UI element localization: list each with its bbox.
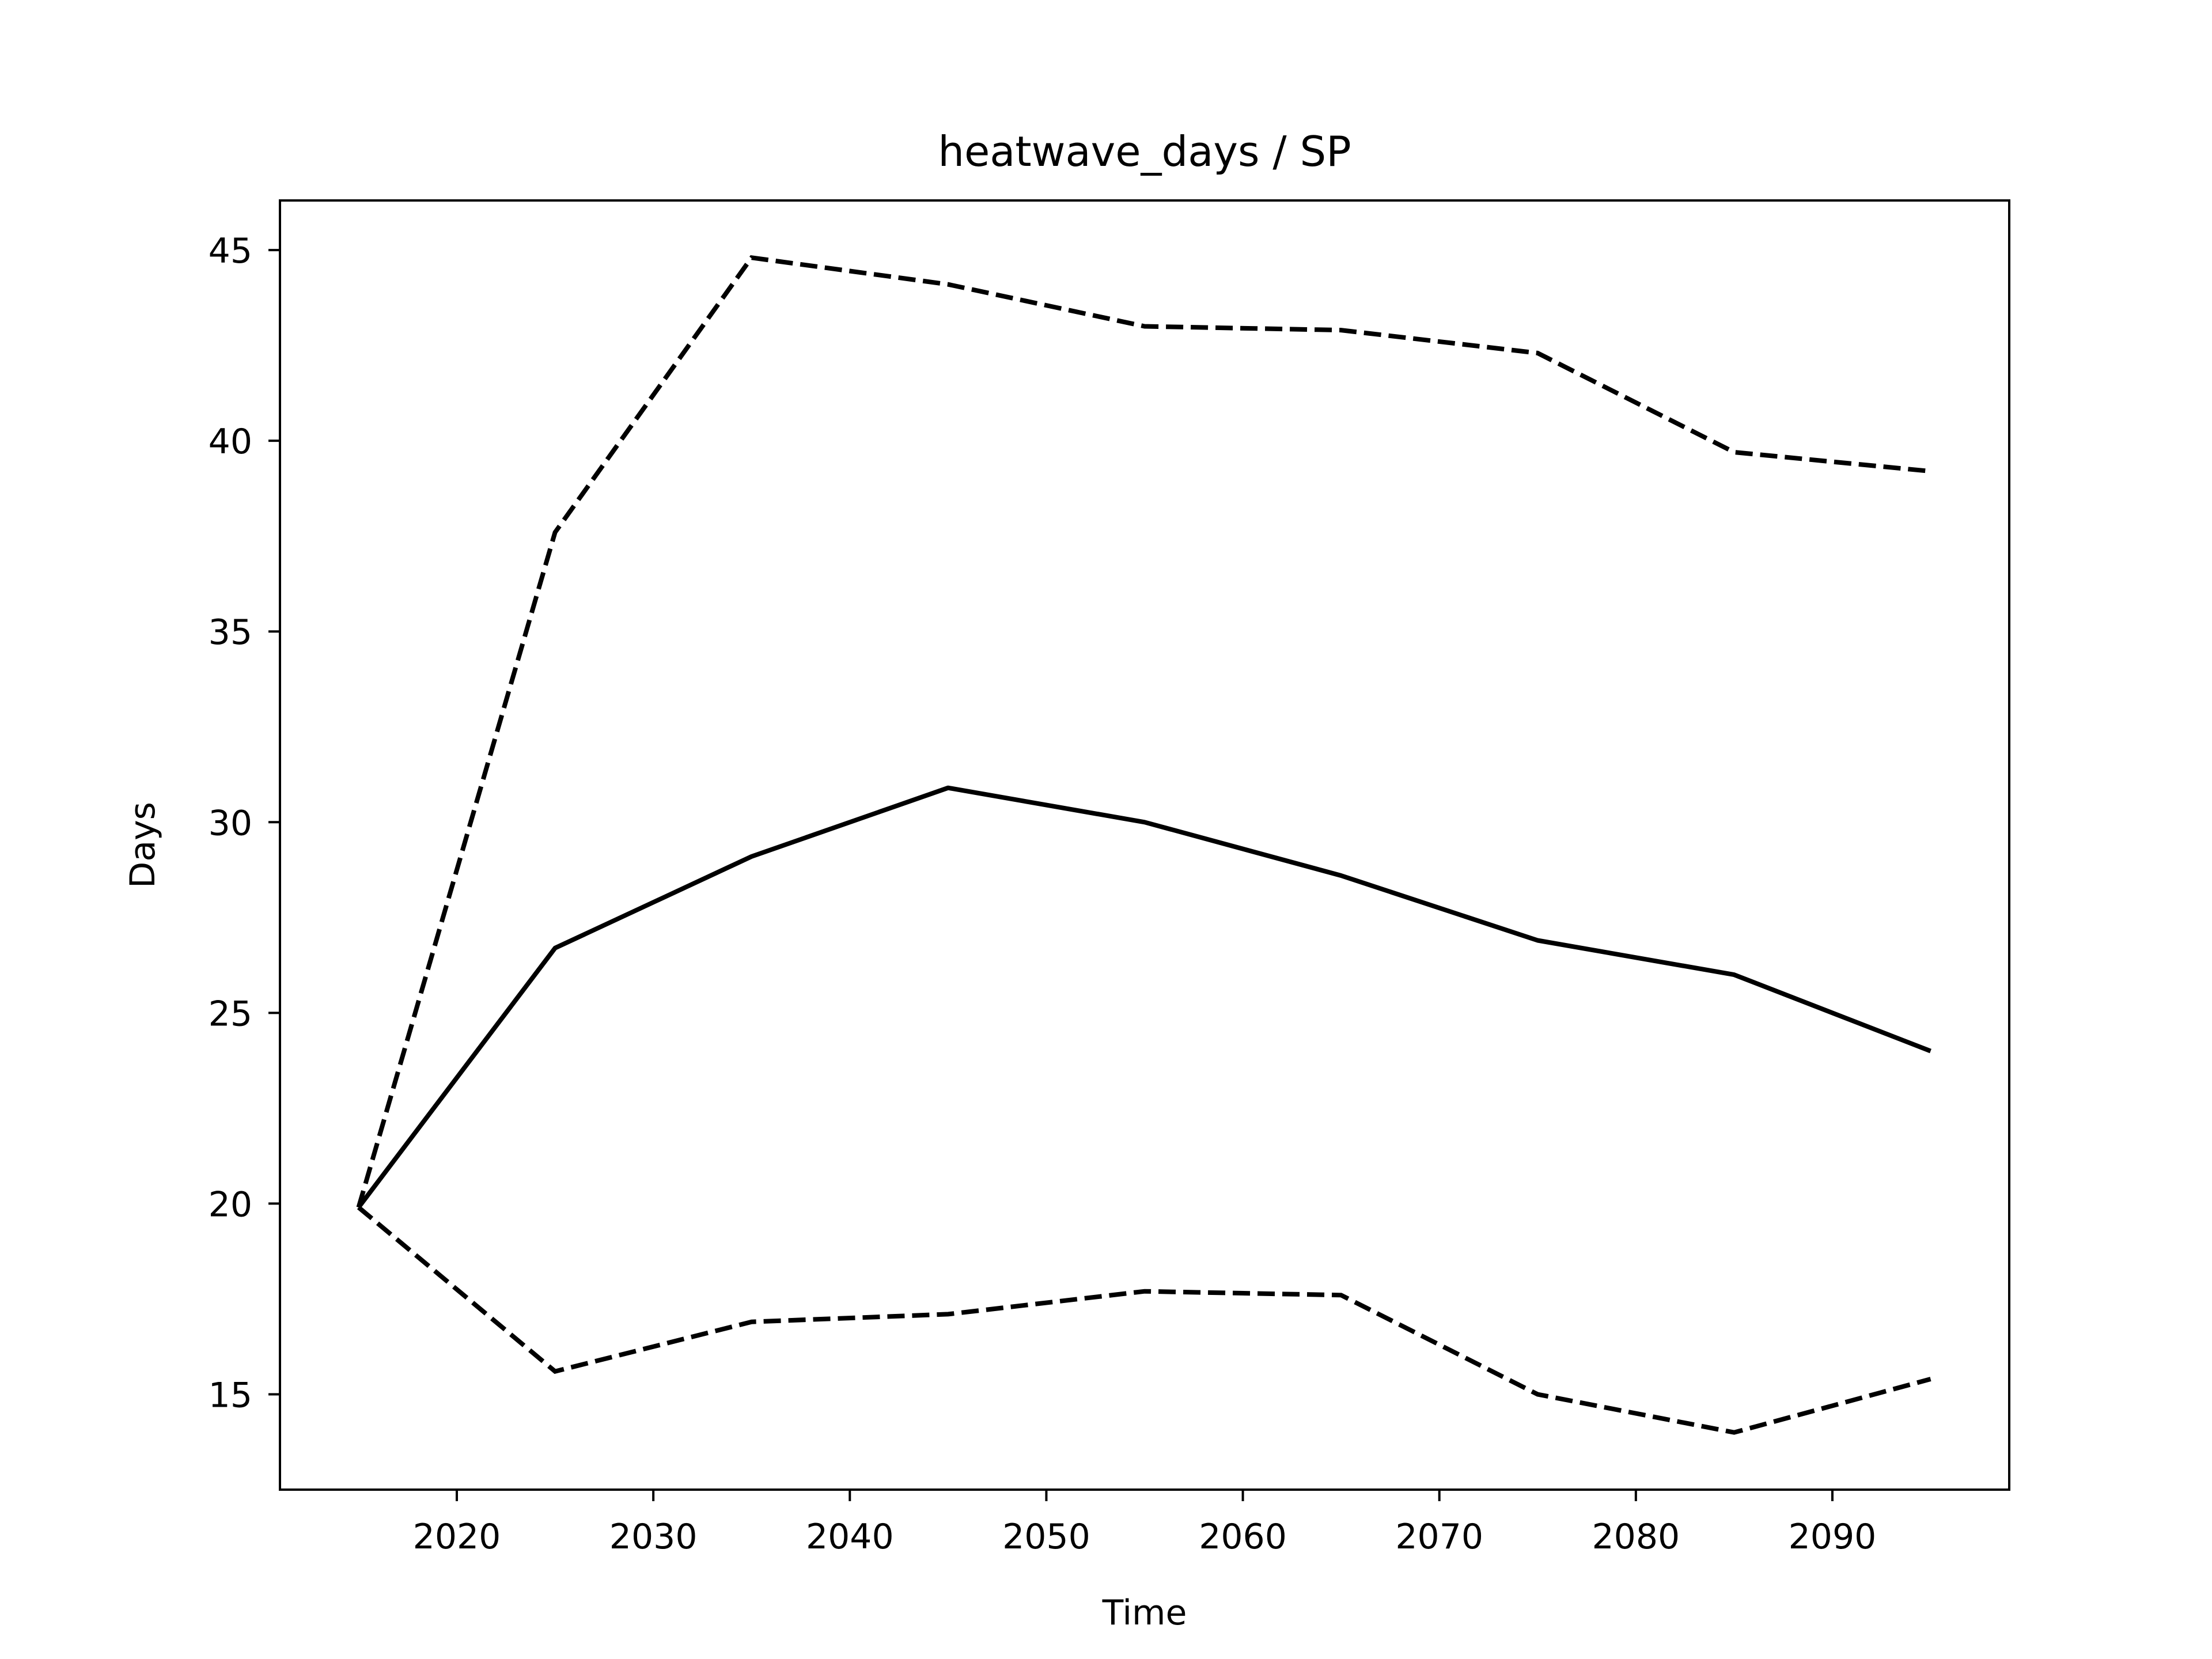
y-tick-label: 25 xyxy=(209,994,252,1034)
dashed-series-line-1 xyxy=(356,255,1931,1209)
x-tick-label: 2040 xyxy=(806,1517,894,1557)
y-tick-label: 20 xyxy=(209,1184,252,1225)
y-tick-label: 45 xyxy=(209,231,252,271)
x-tick-label: 2070 xyxy=(1395,1517,1483,1557)
dashed-series-line-2 xyxy=(357,1205,1931,1435)
x-tick-label: 2030 xyxy=(609,1517,698,1557)
y-tick-label: 30 xyxy=(209,803,252,843)
x-tick-label: 2080 xyxy=(1592,1517,1680,1557)
y-tick-label: 40 xyxy=(209,422,252,462)
y-tick-label: 35 xyxy=(209,612,252,653)
x-tick-label: 2050 xyxy=(1002,1517,1090,1557)
x-axis-ticks: 2020 2030 2040 2050 2060 2070 2080 2090 xyxy=(413,1490,1877,1557)
x-axis-label: Time xyxy=(1102,1593,1187,1633)
y-tick-label: 15 xyxy=(209,1375,252,1415)
y-axis-label: Days xyxy=(123,802,163,888)
x-tick-label: 2060 xyxy=(1199,1517,1287,1557)
plot-area-frame xyxy=(279,199,2010,1491)
chart-title: heatwave_days / SP xyxy=(938,127,1351,176)
x-tick-label: 2020 xyxy=(413,1517,501,1557)
plot-lines xyxy=(356,255,1931,1435)
solid-series-line-0 xyxy=(357,785,1931,1209)
x-tick-label: 2090 xyxy=(1789,1517,1877,1557)
y-axis-ticks: 15 20 25 30 35 40 45 xyxy=(209,231,280,1415)
